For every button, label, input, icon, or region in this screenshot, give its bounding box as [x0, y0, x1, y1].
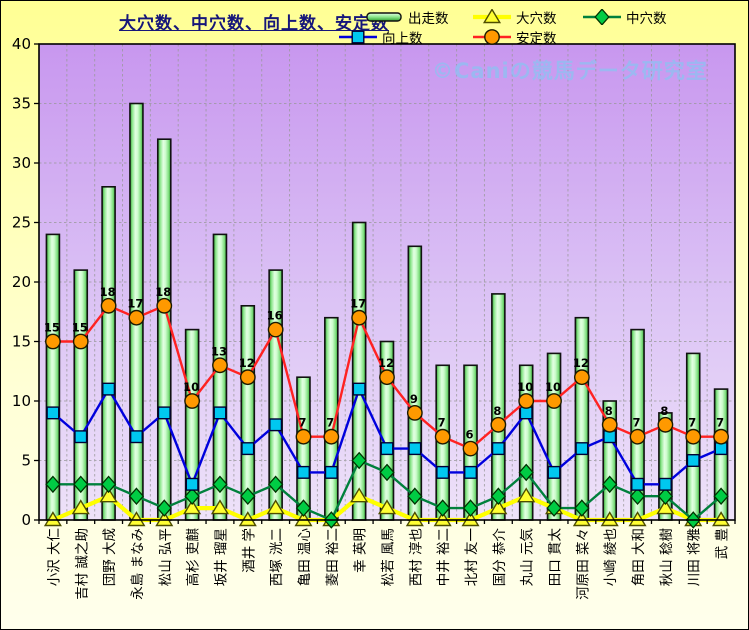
data-label: 7 — [438, 416, 446, 430]
x-axis-labels: 小沢 大仁 吉村 誠之助 団野 大成 永島 まなみ 松山 弘平 高杉 吏麒 坂井 瑠星 酒井 … — [46, 528, 730, 600]
axis-ticks — [34, 43, 736, 524]
svg-text:5: 5 — [21, 452, 31, 470]
x-axis-label: 角田 大和 — [631, 528, 647, 586]
legend-item-antei: 安定数 — [473, 29, 557, 47]
legend-label: 中穴数 — [626, 11, 667, 27]
svg-text:25: 25 — [12, 214, 31, 232]
data-label: 15 — [72, 321, 88, 335]
data-label: 10 — [545, 380, 561, 394]
svg-text:40: 40 — [12, 35, 31, 53]
x-axis-label: 幸 英明 — [352, 528, 369, 573]
x-axis-label: 酒井 学 — [241, 528, 257, 573]
legend-item-koujou: 向上数 — [339, 29, 423, 47]
data-label: 16 — [267, 309, 283, 323]
bar — [101, 186, 116, 521]
svg-text:20: 20 — [12, 273, 31, 291]
data-label: 7 — [633, 416, 641, 430]
legend-item-starts: 出走数 — [365, 9, 449, 27]
bar — [546, 352, 562, 521]
legend-label: 向上数 — [382, 31, 423, 47]
x-axis-label: 丸山 元気 — [520, 528, 536, 586]
triangle-marker-icon — [473, 8, 511, 25]
x-axis-label: 国分 恭介 — [492, 528, 508, 587]
x-axis-label: 田口 貫太 — [548, 528, 564, 587]
x-axis-label: 西村 淳也 — [407, 528, 424, 586]
legend-label: 大穴数 — [516, 11, 557, 27]
data-label: 8 — [660, 404, 668, 418]
y-axis-labels: 0 5 10 15 20 25 30 35 40 — [12, 35, 31, 529]
x-axis-label: 武 豊 — [715, 528, 731, 559]
bar — [296, 376, 311, 521]
data-label: 15 — [44, 321, 60, 335]
bar — [351, 221, 367, 521]
data-label: 7 — [716, 416, 724, 430]
x-axis-label: 中井 裕二 — [436, 528, 452, 586]
data-label: 13 — [211, 344, 227, 358]
svg-text:30: 30 — [12, 154, 31, 172]
data-label: 7 — [688, 416, 696, 430]
data-label: 6 — [466, 428, 474, 442]
x-axis-label: 永島 まなみ — [130, 528, 146, 600]
bar-swatch-icon — [365, 9, 403, 25]
x-axis-label: 松若 風馬 — [381, 528, 397, 586]
x-axis-label: 北村 友一 — [464, 528, 480, 586]
line-series — [46, 382, 728, 491]
data-label: 10 — [517, 380, 533, 394]
data-label: 17 — [350, 297, 366, 311]
x-axis-label: 小沢 大仁 — [46, 528, 62, 586]
svg-text:10: 10 — [12, 392, 31, 410]
x-axis-label: 川田 将雅 — [687, 528, 703, 586]
line-series: 15 15 18 17 18 10 13 12 16 7 7 17 12 9 7 6 8 10 10 12 8 7 8 7 7 — [44, 285, 729, 457]
svg-text:15: 15 — [12, 333, 31, 351]
legend-item-ooana: 大穴数 — [473, 8, 557, 27]
data-label: 18 — [155, 285, 171, 299]
svg-text:35: 35 — [12, 95, 31, 113]
x-axis-label: 西塚 洸二 — [269, 528, 285, 586]
x-axis-label: 高杉 吏麒 — [185, 528, 202, 586]
bar — [156, 138, 172, 521]
legend-label: 出走数 — [408, 11, 449, 27]
data-label: 8 — [605, 404, 613, 418]
x-axis-label: 松山 弘平 — [158, 528, 174, 586]
data-label: 7 — [298, 416, 306, 430]
data-label: 12 — [378, 356, 394, 370]
data-label: 9 — [410, 392, 418, 406]
square-marker-icon — [339, 29, 377, 45]
line-series — [45, 451, 729, 529]
x-axis-label: 河原田 菜々 — [575, 528, 591, 600]
x-axis-label: 吉村 誠之助 — [74, 528, 90, 600]
legend-label: 安定数 — [516, 31, 557, 47]
bar — [574, 316, 590, 521]
data-label: 7 — [326, 416, 334, 430]
data-label: 18 — [100, 285, 116, 299]
data-label: 12 — [573, 356, 589, 370]
x-axis-label: 亀田 温心 — [297, 528, 313, 587]
circle-marker-icon — [473, 29, 511, 45]
chart-title: 大穴数、中穴数、向上数、安定数 — [119, 14, 389, 34]
data-label: 10 — [183, 380, 199, 394]
x-axis-label: 坂井 瑠星 — [213, 528, 229, 586]
bar — [407, 245, 423, 521]
data-label: 17 — [127, 297, 143, 311]
x-axis-label: 菱田 裕二 — [325, 528, 341, 586]
x-axis-label: 団野 大成 — [102, 528, 118, 586]
x-axis-label: 小崎 綾也 — [603, 528, 619, 586]
x-axis-label: 秋山 稔樹 — [659, 528, 675, 586]
svg-text:0: 0 — [21, 511, 31, 529]
diamond-marker-icon — [583, 8, 621, 26]
data-label: 12 — [239, 356, 255, 370]
legend-item-chuana: 中穴数 — [583, 8, 667, 27]
data-label: 8 — [493, 404, 501, 418]
